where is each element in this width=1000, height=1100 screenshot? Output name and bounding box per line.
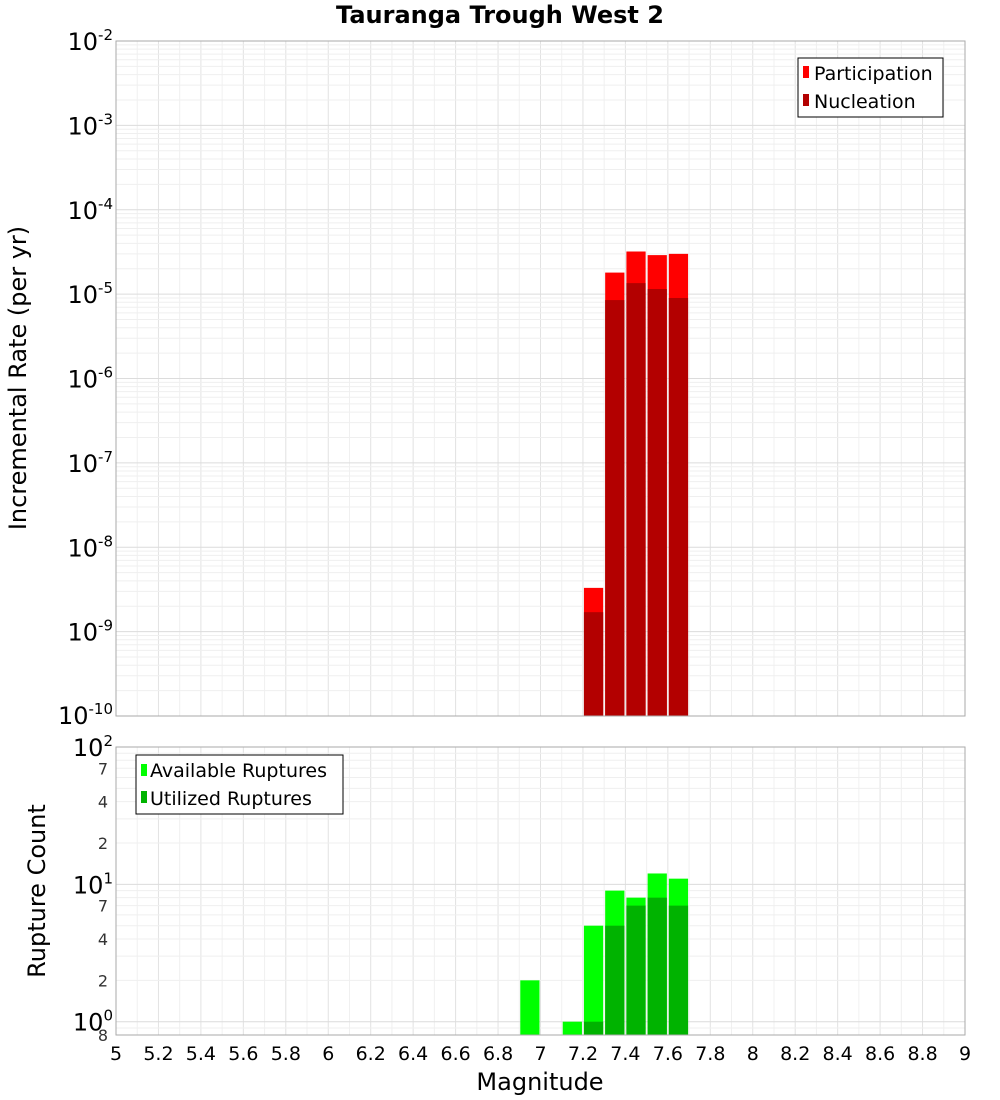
- y-tick-label-minor: 4: [98, 930, 108, 949]
- y-tick-label-major: 101: [73, 869, 113, 899]
- y-tick-label: 10-5: [67, 279, 113, 309]
- bottom-legend: Available Ruptures Utilized Ruptures: [135, 754, 344, 815]
- bottom-plot-grid: [115, 747, 966, 1035]
- top-y-axis-label: Incremental Rate (per yr): [4, 226, 32, 530]
- y-tick-label: 10-6: [67, 364, 113, 394]
- x-tick-label: 5.4: [186, 1043, 216, 1065]
- top-legend: Participation Nucleation: [797, 57, 944, 118]
- x-tick-label: 7: [534, 1043, 546, 1065]
- x-tick-label: 6: [322, 1043, 334, 1065]
- bar-available-ruptures: [520, 980, 540, 1035]
- y-tick-label: 10-8: [67, 532, 113, 562]
- x-tick-label: 6.8: [483, 1043, 513, 1065]
- x-tick-labels: 5 5.2 5.4 5.6 5.8 6 6.2 6.4 6.6 6.8 7 7.2 7.4 7.6 7.8 8…: [110, 1043, 971, 1065]
- x-tick-label: 7.4: [610, 1043, 640, 1065]
- legend-swatch-available-ruptures: [141, 764, 147, 776]
- x-tick-label: 5.2: [143, 1043, 173, 1065]
- bar-nucleation: [626, 283, 646, 716]
- x-tick-label: 8.2: [780, 1043, 810, 1065]
- x-tick-label: 8: [747, 1043, 759, 1065]
- x-tick-label: 5.8: [271, 1043, 301, 1065]
- top-plot-bars: [583, 251, 689, 716]
- y-tick-label-minor: 8: [98, 1026, 108, 1045]
- bar-nucleation: [605, 300, 625, 716]
- top-plot-frame: [115, 40, 966, 717]
- bar-available-ruptures: [562, 1021, 582, 1035]
- chart-title: Tauranga Trough West 2: [336, 1, 664, 29]
- bar-nucleation: [647, 289, 667, 716]
- y-tick-label: 10-2: [67, 26, 113, 56]
- x-tick-label: 8.4: [823, 1043, 853, 1065]
- y-tick-label-minor: 2: [98, 971, 108, 990]
- y-tick-label: 10-10: [58, 700, 113, 730]
- x-tick-label: 8.6: [865, 1043, 895, 1065]
- bar-utilized-ruptures: [647, 897, 667, 1035]
- x-axis-label: Magnitude: [476, 1068, 603, 1096]
- bar-utilized-ruptures: [605, 925, 625, 1035]
- y-tick-label: 10-9: [67, 617, 113, 647]
- bar-available-ruptures: [583, 925, 604, 1035]
- y-tick-label: 10-4: [67, 195, 113, 225]
- bottom-y-tick-labels: 100 101 102 8 2 4 7 2 4 7: [73, 732, 113, 1045]
- y-tick-label-minor: 7: [98, 759, 108, 778]
- y-tick-label: 10-3: [67, 110, 113, 140]
- legend-label-participation: Participation: [814, 63, 933, 85]
- x-tick-label: 7.6: [653, 1043, 683, 1065]
- x-tick-label: 5: [110, 1043, 122, 1065]
- bottom-y-axis-label: Rupture Count: [23, 804, 51, 978]
- x-tick-label: 6.6: [440, 1043, 470, 1065]
- x-tick-label: 6.4: [398, 1043, 428, 1065]
- y-tick-label-minor: 4: [98, 793, 108, 812]
- y-tick-label: 10-7: [67, 448, 113, 478]
- legend-label-utilized-ruptures: Utilized Ruptures: [150, 788, 312, 810]
- bar-nucleation: [583, 612, 604, 716]
- top-plot-grid: [115, 41, 966, 717]
- y-tick-label-minor: 2: [98, 834, 108, 853]
- x-tick-label: 6.2: [356, 1043, 386, 1065]
- legend-swatch-participation: [803, 66, 809, 78]
- y-tick-label-major: 100: [73, 1007, 113, 1037]
- top-legend-box: [797, 57, 944, 118]
- x-tick-label: 5.6: [228, 1043, 258, 1065]
- legend-swatch-nucleation: [803, 94, 809, 106]
- x-tick-label: 9: [959, 1043, 971, 1065]
- y-tick-label-major: 102: [73, 732, 113, 762]
- x-tick-label: 8.8: [907, 1043, 937, 1065]
- x-tick-label: 7.2: [568, 1043, 598, 1065]
- bottom-legend-box: [135, 754, 344, 815]
- bar-utilized-ruptures: [668, 905, 689, 1035]
- bottom-plot-bars: [520, 873, 689, 1035]
- x-tick-label: 7.8: [695, 1043, 725, 1065]
- legend-label-available-ruptures: Available Ruptures: [150, 760, 327, 782]
- y-tick-label-minor: 7: [98, 897, 108, 916]
- legend-swatch-utilized-ruptures: [141, 791, 147, 803]
- bar-nucleation: [668, 297, 689, 716]
- bar-utilized-ruptures: [626, 905, 646, 1035]
- legend-label-nucleation: Nucleation: [814, 91, 916, 113]
- top-y-tick-labels: 10-10 10-9 10-8 10-7 10-6 10-5 10-4 10-3 10-2: [58, 26, 113, 730]
- bar-utilized-ruptures: [583, 1021, 604, 1035]
- bottom-plot-frame: [115, 746, 966, 1036]
